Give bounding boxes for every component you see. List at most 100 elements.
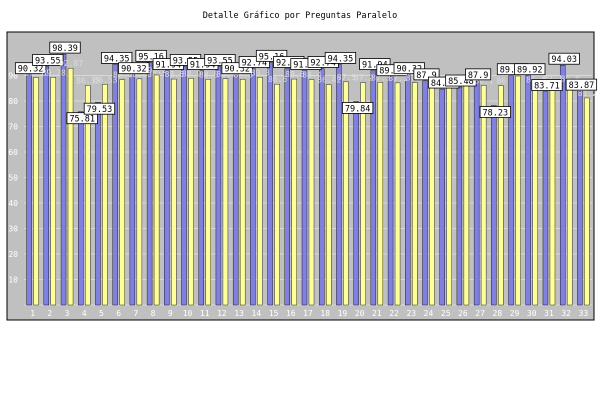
data-label-box — [324, 52, 357, 64]
data-label-series-1: 84.68 — [431, 79, 457, 89]
bar-series-1 — [473, 80, 480, 306]
data-label-series-1: 83.71 — [534, 82, 560, 92]
x-tick-label: 30 — [527, 309, 537, 318]
bar-series-2 — [102, 84, 108, 306]
x-tick-label: 7 — [133, 309, 138, 318]
data-label-series-2: 88.5 — [199, 70, 218, 79]
x-tick-label: 25 — [441, 309, 451, 318]
data-label-series-2: 87.5 — [337, 73, 356, 82]
data-label-box — [135, 49, 167, 62]
data-label-series-2: 89.3 — [251, 68, 270, 77]
data-label-box — [221, 62, 253, 75]
bar-series-1 — [525, 75, 531, 306]
bar-series-2 — [33, 77, 39, 306]
data-label-series-1: 91.94 — [362, 61, 388, 71]
grid — [24, 75, 592, 306]
x-tick-label: 16 — [286, 309, 296, 318]
data-label-box — [66, 112, 98, 125]
data-label-series-1: 91.94 — [190, 61, 216, 71]
data-label-box — [465, 68, 492, 81]
data-label-series-2: 86.53 — [93, 75, 117, 84]
data-label-series-1: 89.92 — [500, 66, 526, 76]
x-tick-label: 1 — [30, 309, 35, 318]
x-tick-label: 20 — [355, 309, 365, 318]
data-label-series-1: 78.23 — [483, 109, 509, 119]
x-tick-label: 19 — [338, 309, 348, 318]
bar-series-1 — [181, 66, 187, 306]
bar-series-1 — [491, 105, 497, 306]
bar-series-2 — [360, 82, 366, 306]
x-tick-label: 32 — [561, 309, 571, 318]
y-tick-label: 40 — [8, 199, 18, 208]
data-label-box — [49, 41, 81, 54]
chart-title: Detalle Gráfico por Preguntas Paralelo — [203, 11, 397, 21]
bar-series-2 — [205, 79, 211, 306]
data-label-series-2: 86 — [497, 77, 507, 86]
data-label-series-1: 94.35 — [328, 54, 354, 64]
bar-series-2 — [136, 78, 143, 306]
x-tick-label: 10 — [183, 309, 193, 318]
data-labels: 89.2290.3289.2893.5592.8798.3986.1375.81… — [14, 41, 597, 125]
bar-series-1 — [370, 70, 377, 306]
bar-series-1 — [95, 101, 101, 306]
bar-series-1 — [559, 65, 566, 306]
x-tick-label: 24 — [424, 309, 434, 318]
data-label-box — [531, 79, 563, 91]
bar-series-2 — [119, 79, 125, 306]
bar-series-2 — [171, 78, 177, 306]
x-tick-label: 11 — [200, 309, 210, 318]
data-label-box — [359, 58, 391, 70]
bar-series-1 — [164, 70, 170, 306]
x-tick-label: 28 — [493, 309, 503, 318]
data-label-series-1: 90.32 — [121, 65, 147, 75]
x-tick-label: 17 — [303, 309, 313, 318]
y-tick-label: 60 — [8, 148, 18, 157]
bar-series-2 — [549, 82, 556, 306]
data-label-box — [479, 106, 511, 118]
data-label-box — [238, 56, 271, 68]
bar-series-1 — [267, 62, 273, 306]
y-tick-label: 70 — [8, 123, 18, 132]
data-label-series-1: 91.94 — [156, 61, 182, 71]
data-label-box — [445, 74, 477, 87]
x-tick-label: 3 — [65, 309, 70, 318]
data-label-series-2: 87.1 — [543, 74, 562, 83]
x-tick-label: 12 — [217, 309, 227, 318]
x-tick-label: 29 — [510, 309, 520, 318]
data-label-box — [14, 62, 47, 75]
data-label-series-2: 81.2 — [578, 89, 597, 98]
data-label-series-1: 75.81 — [69, 115, 95, 125]
data-label-series-2: 88.6 — [285, 70, 304, 79]
data-label-series-1: 93.55 — [207, 56, 233, 66]
bar-series-1 — [336, 64, 342, 306]
data-label-box — [204, 54, 236, 66]
bar-series-1 — [146, 62, 153, 306]
data-label-series-2: 88.6 — [165, 70, 184, 79]
data-label-series-2: 86.42 — [317, 76, 341, 85]
bar-series-1 — [319, 68, 325, 306]
data-label-series-2: 86.6 — [268, 75, 287, 84]
bar-series-1 — [232, 74, 239, 306]
bar-series-2 — [257, 77, 263, 306]
bar-series-1 — [405, 74, 411, 306]
bar-series-1 — [129, 74, 136, 306]
data-label-series-2: 88.4 — [113, 71, 132, 80]
x-tick-label: 27 — [475, 309, 485, 318]
data-label-series-2: 86.13 — [76, 76, 100, 85]
data-label-series-2: 87.1 — [388, 74, 407, 83]
data-label-series-2: 92.87 — [59, 59, 83, 68]
x-tick-label: 9 — [168, 309, 173, 318]
data-label-series-1: 95.16 — [138, 52, 164, 62]
bar-series-1 — [439, 88, 445, 306]
x-tick-label: 6 — [116, 309, 121, 318]
bar-series-1 — [353, 101, 359, 306]
bar-series-1 — [508, 75, 514, 306]
bar-series-1 — [215, 66, 222, 306]
bar-series-1 — [456, 86, 463, 306]
data-label-series-2: 88.68 — [128, 70, 152, 79]
bar-series-1 — [422, 80, 428, 306]
x-tick-label: 33 — [579, 309, 589, 318]
data-label-series-2: 87.3 — [371, 73, 390, 82]
bar-series-2 — [308, 79, 315, 306]
